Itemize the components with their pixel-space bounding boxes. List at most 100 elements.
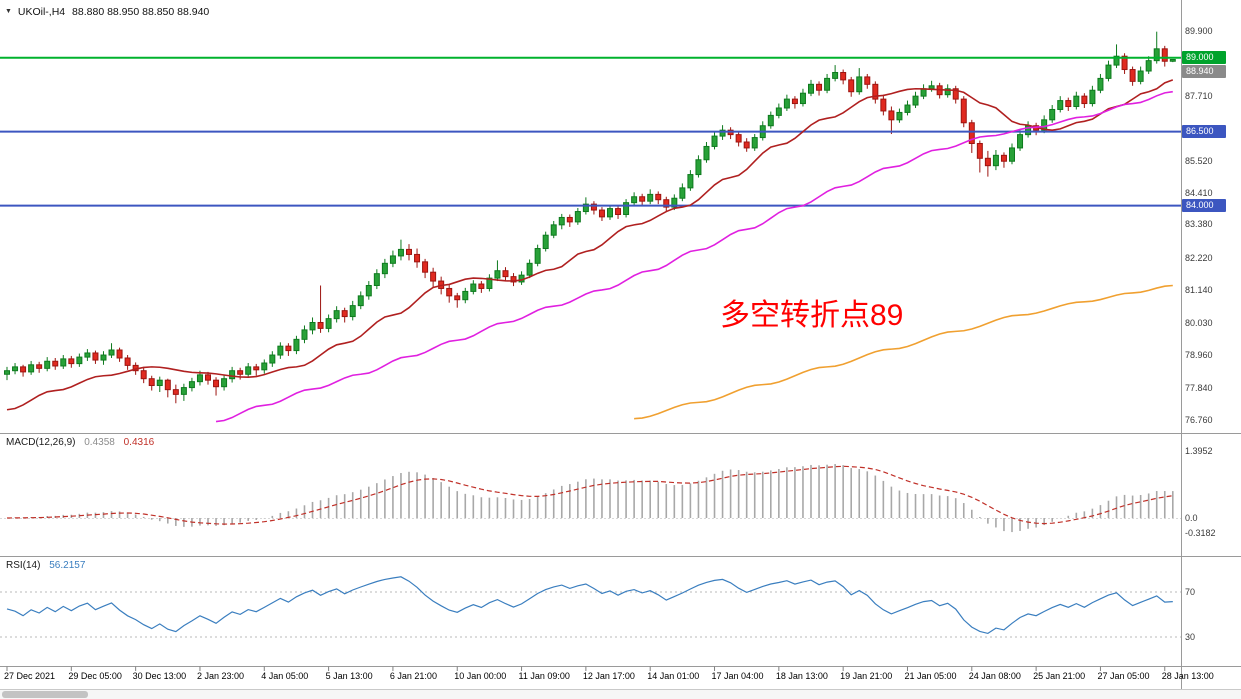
price-tick-label: 77.840: [1185, 382, 1213, 393]
candle-body: [28, 364, 35, 373]
candle-body: [856, 76, 863, 93]
candle-body: [1169, 58, 1176, 62]
time-axis-label: 14 Jan 01:00: [647, 670, 700, 681]
macd-signal-line: [6, 465, 1173, 525]
candle-body: [607, 208, 613, 218]
candle-body: [840, 71, 847, 81]
time-axis-label: 4 Jan 05:00: [261, 670, 309, 681]
time-axis-label: 24 Jan 08:00: [968, 670, 1021, 681]
chart-menu-icon[interactable]: ▼: [5, 8, 12, 15]
chart-annotation-text[interactable]: 多空转折点89: [720, 299, 904, 332]
candle-body: [108, 349, 115, 356]
time-axis-label: 5 Jan 13:00: [325, 670, 373, 681]
fast-ma-line: [6, 79, 1174, 411]
candle-body: [317, 321, 324, 329]
candle-body: [598, 209, 605, 218]
candle-body: [349, 305, 356, 318]
candle-body: [454, 295, 461, 301]
price-line-label: 84.000: [1182, 198, 1226, 212]
time-axis-label: 28 Jan 13:00: [1161, 670, 1214, 681]
candle-body: [872, 83, 879, 100]
scrollbar-thumb[interactable]: [2, 691, 88, 698]
price-tick-label: 87.710: [1185, 90, 1213, 101]
candle-body: [140, 370, 147, 380]
time-axis-label: 6 Jan 21:00: [389, 670, 437, 681]
candle-body: [952, 88, 959, 100]
candle-body: [526, 262, 533, 276]
candle-body: [261, 362, 268, 371]
candle-body: [389, 255, 396, 264]
candle-body: [494, 270, 501, 279]
candle-body: [1081, 95, 1088, 105]
candle-body: [1049, 108, 1056, 121]
candle-body: [60, 358, 67, 367]
candle-body: [381, 262, 388, 275]
candle-body: [542, 234, 549, 250]
candle-body: [52, 360, 59, 367]
medium-ma-line: [215, 90, 1173, 423]
candle-body: [703, 145, 710, 161]
candle-body: [767, 114, 774, 127]
time-axis-label: 11 Jan 09:00: [518, 670, 570, 681]
candle-body: [1097, 77, 1104, 91]
candle-body: [446, 287, 453, 297]
candle-body: [623, 202, 630, 216]
time-axis-label: 17 Jan 04:00: [711, 670, 764, 681]
candle-body: [976, 142, 983, 159]
candle-body: [574, 211, 581, 223]
candle-body: [631, 196, 638, 204]
candle-body: [566, 216, 573, 223]
candle-body: [968, 122, 975, 144]
candle-body: [36, 364, 43, 369]
price-tick-label: 84.410: [1185, 188, 1213, 199]
candle-body: [743, 141, 750, 149]
time-axis-label: 2 Jan 23:00: [196, 670, 244, 681]
candle-body: [880, 98, 887, 112]
candle-body: [1000, 154, 1007, 162]
macd-axis-label: 0.0: [1185, 513, 1198, 523]
rsi-indicator-label: RSI(14) 56.2157: [6, 560, 85, 571]
macd-signal-value: 0.4316: [123, 437, 155, 448]
candle-body: [221, 378, 228, 388]
symbol-timeframe-label: UKOil-,H4: [17, 6, 66, 18]
price-tick-label: 82.220: [1185, 253, 1213, 264]
candle-body: [1161, 48, 1168, 62]
candle-body: [309, 321, 316, 331]
time-axis-label: 25 Jan 21:00: [1033, 670, 1086, 681]
time-axis-label: 19 Jan 21:00: [840, 670, 893, 681]
candle-body: [510, 276, 517, 283]
candle-body: [188, 381, 195, 389]
candle-body: [1017, 134, 1024, 149]
macd-indicator-label: MACD(12,26,9) 0.4358 0.4316: [6, 437, 154, 448]
candle-body: [816, 83, 823, 91]
candle-body: [213, 379, 220, 388]
time-axis-label: 21 Jan 05:00: [904, 670, 957, 681]
ohlc-values: 88.880 88.950 88.850 88.940: [72, 6, 210, 18]
candle-body: [1089, 89, 1096, 105]
time-axis-label: 30 Dec 13:00: [132, 670, 187, 681]
price-tick-label: 83.380: [1185, 218, 1213, 229]
candle-body: [896, 111, 903, 121]
candle-body: [1129, 69, 1136, 82]
candle-body: [1057, 100, 1064, 110]
price-tick-label: 78.960: [1185, 349, 1213, 360]
candle-body: [671, 197, 678, 208]
candle-body: [180, 387, 187, 395]
candle-body: [502, 270, 509, 278]
candle-body: [1105, 64, 1112, 79]
horizontal-scrollbar[interactable]: [0, 689, 1241, 699]
rsi-value: 56.2157: [49, 560, 86, 571]
price-line-label: 88.940: [1182, 64, 1226, 78]
candle-body: [558, 216, 565, 226]
rsi-axis-label: 70: [1185, 587, 1196, 597]
macd-name: MACD(12,26,9): [6, 437, 76, 448]
candle-body: [711, 135, 718, 147]
candle-body: [277, 345, 284, 356]
candle-body: [944, 88, 951, 96]
candle-body: [912, 95, 919, 106]
candle-body: [888, 110, 895, 121]
candle-body: [84, 352, 91, 358]
candle-body: [824, 77, 831, 91]
